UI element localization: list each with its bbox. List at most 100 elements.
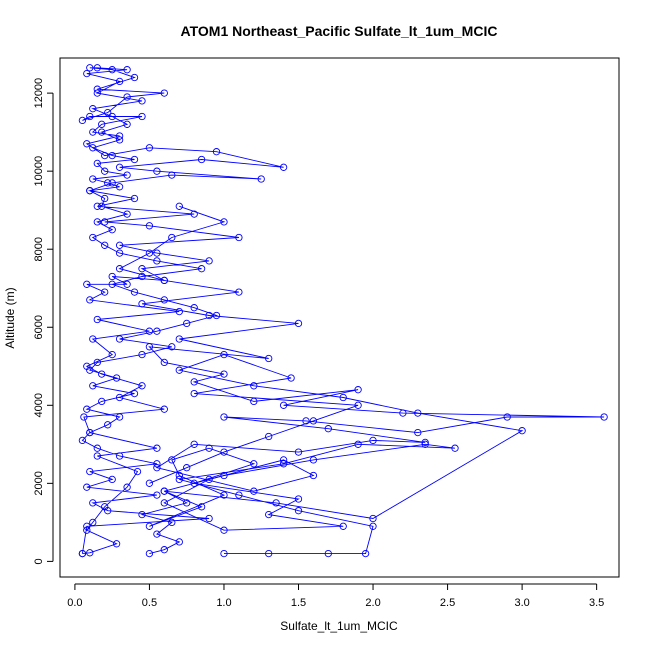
x-tick-label: 1.5 (291, 597, 306, 609)
data-point (197, 155, 206, 164)
series-layer (78, 64, 608, 558)
data-point (98, 120, 106, 128)
data-point (93, 159, 101, 168)
data-point (123, 66, 131, 74)
data-point (123, 171, 131, 179)
data-point (89, 382, 97, 390)
data-point (130, 73, 139, 82)
data-point (175, 202, 183, 210)
data-point (160, 405, 168, 413)
data-point (153, 460, 161, 468)
data-point (104, 179, 112, 187)
data-point (339, 393, 347, 402)
data-point (600, 413, 608, 421)
data-point (294, 448, 303, 456)
data-point (89, 105, 97, 113)
data-point (197, 503, 206, 511)
data-point (220, 471, 228, 480)
data-point (175, 471, 183, 480)
data-point (354, 386, 362, 394)
data-point (205, 257, 213, 265)
series-line (81, 67, 284, 555)
data-point (115, 77, 124, 86)
data-point (414, 428, 422, 437)
data-point (101, 167, 109, 175)
data-point (265, 354, 273, 363)
data-point (294, 319, 303, 328)
data-point (160, 296, 168, 304)
data-point (130, 155, 139, 164)
y-tick-label: 2000 (33, 471, 45, 495)
data-point (279, 163, 288, 171)
series-line (118, 205, 605, 555)
data-point (123, 93, 131, 101)
data-point (130, 288, 139, 296)
data-point (86, 112, 94, 121)
data-point (175, 475, 183, 484)
data-point (138, 300, 146, 308)
data-point (86, 428, 94, 437)
y-tick-label: 10000 (33, 156, 45, 187)
data-point (190, 210, 198, 218)
data-point (175, 307, 183, 316)
data-point (115, 413, 124, 421)
data-point (354, 440, 362, 448)
data-point (115, 136, 124, 144)
data-point (190, 389, 198, 398)
data-point (369, 522, 377, 530)
data-point (265, 549, 273, 558)
data-point (279, 460, 288, 468)
data-point (138, 272, 146, 281)
data-point (98, 370, 106, 378)
x-tick-label: 2.0 (365, 597, 380, 609)
data-point (115, 183, 124, 191)
data-point (108, 226, 116, 234)
data-point (101, 288, 109, 296)
data-point (98, 397, 106, 406)
x-tick-label: 3.0 (514, 597, 529, 609)
data-point (309, 417, 318, 425)
data-point (302, 417, 310, 425)
data-point (168, 171, 176, 179)
data-point (168, 233, 176, 242)
data-point (205, 514, 213, 523)
data-point (83, 522, 91, 530)
y-axis: 0 2000 4000 6000 8000 10000 12000 (33, 78, 54, 564)
data-point (93, 358, 101, 367)
series-line (149, 354, 524, 555)
data-point (86, 296, 94, 304)
data-point (324, 549, 332, 558)
data-point (451, 444, 459, 452)
data-point (250, 460, 258, 468)
data-point (205, 475, 213, 484)
data-point (190, 479, 198, 487)
data-point (309, 456, 318, 464)
data-point (220, 350, 228, 359)
data-point (108, 350, 116, 359)
data-point (324, 425, 332, 433)
data-point (220, 549, 228, 558)
data-point (265, 432, 273, 441)
data-point (98, 128, 106, 136)
data-point (115, 452, 124, 460)
data-point (104, 108, 112, 117)
data-point (89, 128, 97, 136)
data-point (89, 175, 97, 183)
data-point (153, 167, 161, 175)
data-point (250, 382, 258, 390)
data-point (145, 549, 154, 558)
data-point (190, 440, 198, 448)
data-point (183, 464, 191, 472)
data-point (145, 249, 154, 257)
data-point (86, 366, 94, 374)
x-axis: 0.0 0.5 1.0 1.5 2.0 2.5 3.0 3.5 (67, 583, 604, 609)
data-point (93, 202, 101, 210)
data-point (83, 405, 91, 413)
data-point (101, 194, 109, 203)
data-point (175, 335, 183, 343)
data-point (108, 66, 116, 74)
data-point (220, 491, 228, 499)
data-point (138, 382, 146, 390)
